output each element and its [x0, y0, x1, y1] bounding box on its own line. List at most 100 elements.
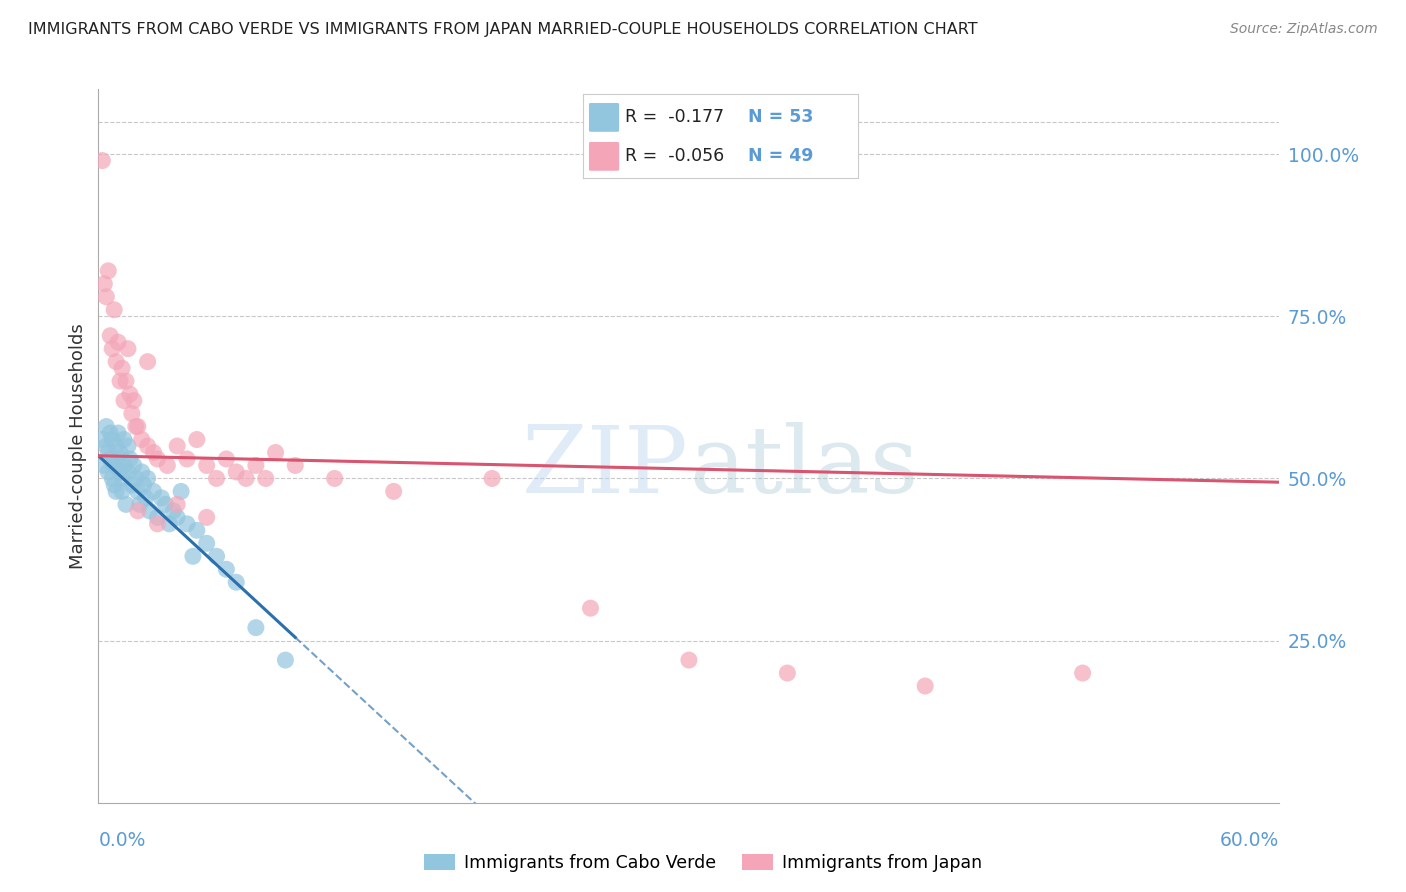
Point [274, 653, 297, 667]
Point [132, 478, 155, 492]
Point [254, 471, 277, 485]
Point [245, 458, 267, 473]
Point [122, 458, 145, 473]
Point [93, 458, 115, 473]
Point [115, 497, 138, 511]
Point [136, 354, 159, 368]
Point [181, 549, 204, 564]
Text: 60.0%: 60.0% [1220, 830, 1279, 849]
Point [93, 277, 115, 291]
Point [122, 393, 145, 408]
FancyBboxPatch shape [589, 103, 619, 132]
Point [323, 471, 346, 485]
Point [186, 524, 208, 538]
Point [155, 497, 177, 511]
Point [103, 478, 125, 492]
Point [98, 452, 121, 467]
Point [138, 504, 160, 518]
Point [146, 452, 169, 467]
Point [105, 484, 128, 499]
Point [115, 374, 138, 388]
Point [176, 516, 198, 531]
Point [91, 153, 114, 168]
Point [127, 504, 149, 518]
Point [195, 536, 218, 550]
Point [103, 458, 125, 473]
Point [136, 471, 159, 485]
Point [96, 290, 118, 304]
Point [170, 484, 193, 499]
Point [121, 407, 143, 421]
Point [125, 419, 148, 434]
Legend: Immigrants from Cabo Verde, Immigrants from Japan: Immigrants from Cabo Verde, Immigrants f… [418, 847, 988, 879]
Text: ZIP: ZIP [522, 423, 689, 512]
Point [103, 302, 125, 317]
Point [96, 439, 118, 453]
Point [96, 419, 118, 434]
Point [1071, 666, 1094, 681]
Point [186, 433, 208, 447]
Point [117, 439, 139, 453]
Point [105, 354, 128, 368]
Point [678, 653, 700, 667]
Point [481, 471, 503, 485]
Point [117, 342, 139, 356]
Point [121, 478, 143, 492]
Point [111, 471, 134, 485]
Point [131, 465, 153, 479]
Point [101, 342, 124, 356]
Point [225, 465, 247, 479]
Point [112, 458, 135, 473]
Point [107, 452, 129, 467]
Point [105, 439, 128, 453]
Point [157, 516, 180, 531]
Text: IMMIGRANTS FROM CABO VERDE VS IMMIGRANTS FROM JAPAN MARRIED-COUPLE HOUSEHOLDS CO: IMMIGRANTS FROM CABO VERDE VS IMMIGRANTS… [28, 22, 977, 37]
Point [118, 387, 141, 401]
Text: Source: ZipAtlas.com: Source: ZipAtlas.com [1230, 22, 1378, 37]
Text: R =  -0.056: R = -0.056 [624, 147, 724, 165]
Point [98, 425, 121, 440]
Point [142, 445, 165, 459]
Point [112, 393, 135, 408]
Point [195, 510, 218, 524]
Point [127, 484, 149, 499]
Text: R =  -0.177: R = -0.177 [624, 109, 724, 127]
Point [914, 679, 936, 693]
Point [142, 484, 165, 499]
Point [127, 419, 149, 434]
Point [150, 491, 173, 505]
Point [235, 471, 257, 485]
Point [382, 484, 405, 499]
Text: 0.0%: 0.0% [98, 830, 146, 849]
Point [108, 465, 131, 479]
Point [166, 510, 188, 524]
Point [118, 452, 141, 467]
Point [215, 452, 238, 467]
Point [97, 445, 120, 459]
Point [112, 433, 135, 447]
Point [135, 491, 157, 505]
Point [146, 516, 169, 531]
Point [146, 510, 169, 524]
Point [776, 666, 799, 681]
Y-axis label: Married-couple Households: Married-couple Households [69, 323, 87, 569]
Point [131, 433, 153, 447]
Point [156, 458, 179, 473]
Point [107, 335, 129, 350]
Point [176, 452, 198, 467]
Point [162, 504, 184, 518]
Point [101, 433, 124, 447]
Point [136, 439, 159, 453]
Point [111, 484, 134, 499]
Point [166, 439, 188, 453]
Text: N = 49: N = 49 [748, 147, 813, 165]
Point [215, 562, 238, 576]
Point [205, 471, 228, 485]
FancyBboxPatch shape [589, 142, 619, 170]
Point [97, 264, 120, 278]
Point [108, 445, 131, 459]
Text: atlas: atlas [689, 423, 918, 512]
Point [264, 445, 287, 459]
Point [91, 433, 114, 447]
Point [97, 465, 120, 479]
